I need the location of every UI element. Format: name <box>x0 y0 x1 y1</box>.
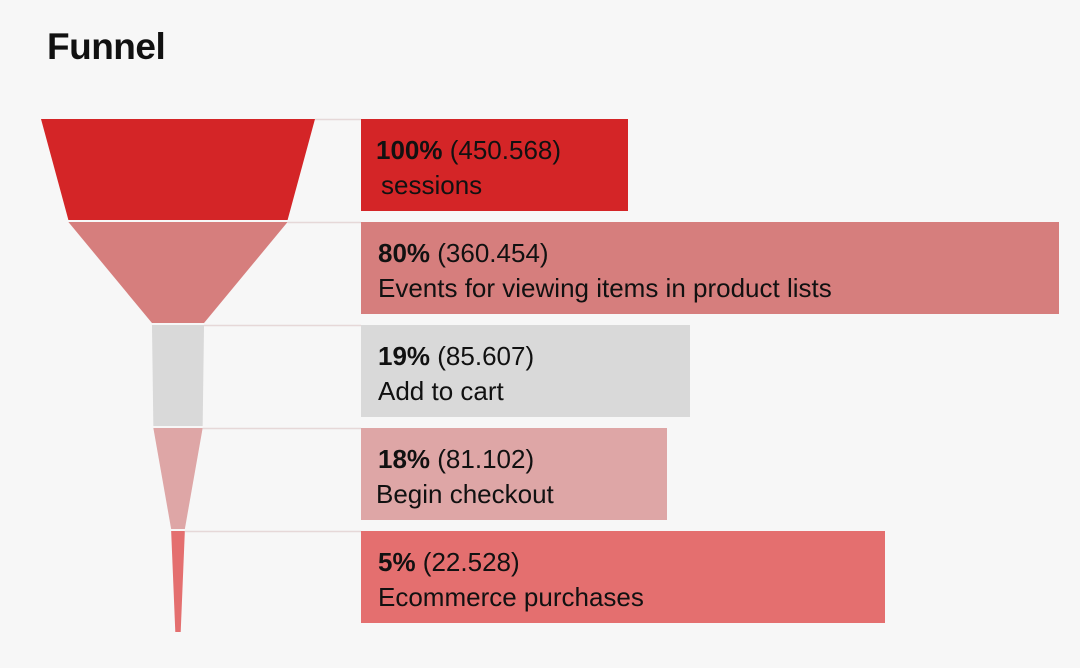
funnel-segment-2 <box>68 222 288 323</box>
chart-title: Funnel <box>47 26 166 67</box>
stage-name-label-1: sessions <box>381 170 482 200</box>
stage-value-label-5: 5% (22.528) <box>378 547 520 577</box>
stage-count: (450.568) <box>443 135 562 165</box>
stage-percent: 5% <box>378 547 416 577</box>
stage-count: (22.528) <box>416 547 520 577</box>
stage-name-label-2: Events for viewing items in product list… <box>378 273 832 303</box>
funnel-shapes <box>41 119 315 632</box>
stage-count: (81.102) <box>430 444 534 474</box>
stage-count: (360.454) <box>430 238 549 268</box>
funnel-segment-1 <box>41 119 315 220</box>
funnel-segment-3 <box>151 325 205 426</box>
funnel-segment-5 <box>171 531 185 632</box>
stage-boxes: 100% (450.568) sessions 80% (360.454) Event… <box>361 119 1059 623</box>
funnel-segment-4 <box>153 428 203 529</box>
stage-box-3 <box>361 325 690 417</box>
stage-box-1 <box>361 119 628 211</box>
stage-value-label-4: 18% (81.102) <box>378 444 534 474</box>
stage-value-label-2: 80% (360.454) <box>378 238 549 268</box>
stage-percent: 18% <box>378 444 430 474</box>
stage-box-5 <box>361 531 885 623</box>
funnel-connectors <box>184 118 361 533</box>
stage-value-label-3: 19% (85.607) <box>378 341 534 371</box>
stage-box-4 <box>361 428 667 520</box>
stage-percent: 100% <box>376 135 443 165</box>
stage-value-label-1: 100% (450.568) <box>376 135 561 165</box>
stage-name-label-5: Ecommerce purchases <box>378 582 644 612</box>
stage-count: (85.607) <box>430 341 534 371</box>
stage-percent: 19% <box>378 341 430 371</box>
stage-box-2 <box>361 222 1059 314</box>
stage-name-label-4: Begin checkout <box>376 479 555 509</box>
stage-percent: 80% <box>378 238 430 268</box>
stage-name-label-3: Add to cart <box>378 376 505 406</box>
